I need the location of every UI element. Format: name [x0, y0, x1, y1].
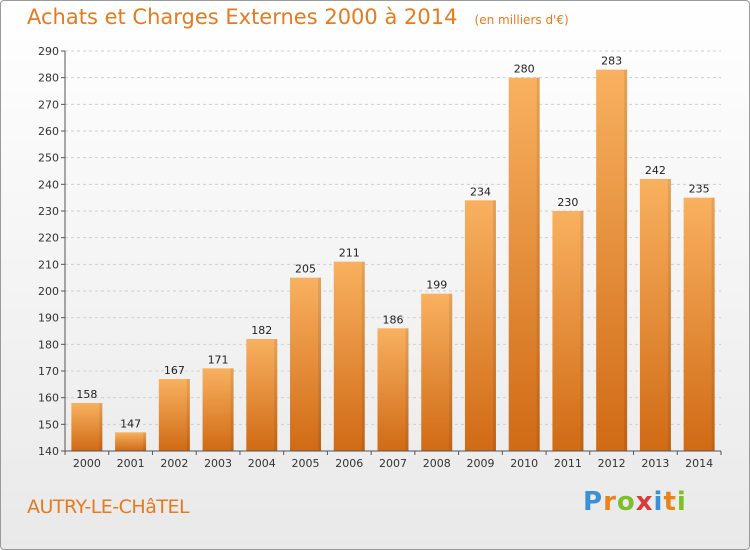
bar-shade	[361, 261, 365, 451]
bar-shade	[711, 197, 715, 451]
bar	[290, 277, 322, 451]
y-tick-label: 240	[38, 178, 59, 191]
bar-shade	[230, 368, 234, 451]
commune-name: AUTRY-LE-CHâTEL	[27, 496, 190, 518]
y-tick-label: 280	[38, 72, 59, 85]
x-tick-label: 2002	[160, 457, 188, 470]
x-tick-label: 2013	[641, 457, 669, 470]
bar	[246, 339, 278, 451]
x-tick-label: 2007	[379, 457, 407, 470]
data-labels: 158 147 167 171 182 205 211 186 199 234 280 230 283 2…	[76, 55, 709, 431]
bar	[377, 328, 409, 451]
y-tick-label: 180	[38, 338, 59, 351]
data-label: 186	[383, 313, 404, 326]
logo-letter: i	[653, 487, 664, 517]
bar	[421, 293, 453, 451]
data-label: 211	[339, 247, 360, 260]
y-tick-label: 230	[38, 205, 59, 218]
x-tick-label: 2001	[117, 457, 145, 470]
y-tick-label: 220	[38, 232, 59, 245]
logo-letter: r	[603, 487, 617, 517]
y-tick-label: 270	[38, 98, 59, 111]
x-tick-label: 2008	[423, 457, 451, 470]
y-tick-label: 290	[38, 45, 59, 58]
bar-shade	[492, 200, 496, 451]
bar-shade	[580, 211, 584, 451]
y-tick-label: 210	[38, 258, 59, 271]
data-label: 234	[470, 185, 491, 198]
bar-shade	[318, 277, 322, 451]
logo-letter: P	[583, 487, 604, 517]
bar	[202, 368, 234, 451]
y-tick-label: 260	[38, 125, 59, 138]
bar-shade	[274, 339, 278, 451]
x-tick-label: 2003	[204, 457, 232, 470]
bar	[596, 69, 628, 452]
bar	[683, 197, 715, 451]
x-tick-label: 2014	[685, 457, 713, 470]
y-tick-label: 170	[38, 365, 59, 378]
y-tick-label: 200	[38, 285, 59, 298]
bar-shade	[624, 69, 628, 452]
bar-shade	[449, 293, 453, 451]
x-tick-label: 2000	[73, 457, 101, 470]
bar-shade	[99, 403, 103, 451]
bar-shade	[667, 179, 671, 451]
x-tick-label: 2004	[248, 457, 276, 470]
bar	[71, 403, 103, 451]
bar	[552, 211, 584, 451]
y-tick-label: 250	[38, 152, 59, 165]
bar-shade	[143, 432, 147, 451]
logo-letter: o	[616, 487, 636, 517]
logo-letter: t	[663, 487, 677, 517]
x-tick-label: 2011	[554, 457, 582, 470]
bar	[115, 432, 147, 451]
y-tick-label: 140	[38, 445, 59, 458]
proxiti-logo: Proxiti	[583, 487, 687, 517]
y-tick-label: 190	[38, 312, 59, 325]
data-label: 182	[251, 324, 272, 337]
data-label: 158	[76, 388, 97, 401]
bar-shade	[536, 77, 540, 452]
data-label: 280	[514, 63, 535, 76]
bar	[158, 379, 190, 451]
data-label: 199	[426, 279, 447, 292]
data-label: 147	[120, 417, 141, 430]
logo-letter: x	[635, 487, 654, 517]
bars	[71, 69, 715, 452]
x-tick-label: 2005	[292, 457, 320, 470]
x-tick-label: 2009	[466, 457, 494, 470]
bar	[639, 179, 671, 451]
data-label: 230	[557, 196, 578, 209]
data-label: 167	[164, 364, 185, 377]
data-label: 205	[295, 263, 316, 276]
x-tick-label: 2006	[335, 457, 363, 470]
title-row: Achats et Charges Externes 2000 à 2014 (…	[27, 5, 569, 29]
chart-unit: (en milliers d'€)	[474, 13, 569, 27]
x-tick-label: 2012	[598, 457, 626, 470]
logo-letter: i	[676, 487, 687, 517]
x-tick-label: 2010	[510, 457, 538, 470]
axes: 140 150 160 170 180 190 200 210 220 230 240 250 260 2…	[38, 45, 722, 470]
data-label: 283	[601, 55, 622, 68]
data-label: 242	[645, 164, 666, 177]
bar	[464, 200, 496, 451]
y-tick-label: 150	[38, 418, 59, 431]
bar-shade	[405, 328, 409, 451]
bar-shade	[186, 379, 190, 451]
data-label: 235	[689, 183, 710, 196]
bar	[508, 77, 540, 452]
chart-title: Achats et Charges Externes 2000 à 2014	[27, 5, 458, 29]
y-tick-label: 160	[38, 392, 59, 405]
bar	[333, 261, 365, 451]
data-label: 171	[208, 353, 229, 366]
